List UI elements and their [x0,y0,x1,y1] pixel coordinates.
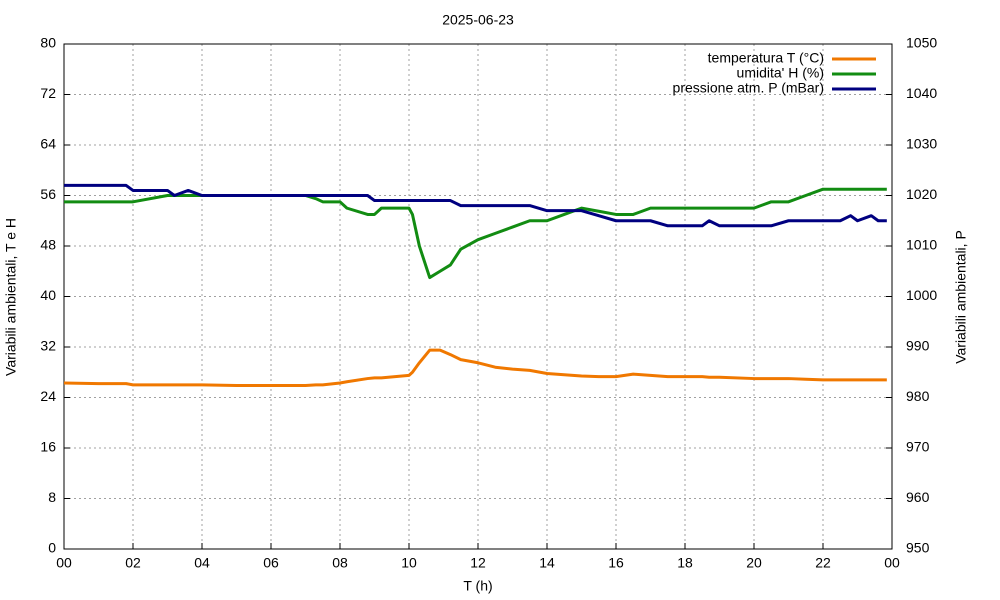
plot-frame [63,43,893,550]
y-tick-label: 32 [40,338,56,354]
y2-tick-label: 1020 [906,186,937,202]
y2-tick-label: 960 [906,489,930,505]
y-tick-label: 64 [40,136,56,152]
legend-label: pressione atm. P (mBar) [673,80,824,96]
x-tick-label: 20 [746,555,762,571]
x-tick-label: 16 [608,555,624,571]
y2-tick-label: 990 [906,338,930,354]
series-line [64,187,887,280]
y2-tick-label: 1030 [906,136,937,152]
y-tick-label: 48 [40,237,56,253]
x-tick-label: 00 [884,555,900,571]
x-tick-label: 06 [263,555,279,571]
y2-tick-label: 1050 [906,35,937,51]
y2-tick-label: 1010 [906,237,937,253]
x-tick-label: 12 [470,555,486,571]
series-line [63,348,887,388]
y2-tick-label: 1000 [906,287,937,303]
legend-label: umidita' H (%) [737,65,824,81]
y-tick-label: 40 [40,287,56,303]
x-tick-label: 02 [125,555,141,571]
y-tick-label: 72 [40,85,56,101]
legend-label: temperatura T (°C) [708,50,824,66]
y-tick-label: 80 [40,35,56,51]
y-tick-label: 24 [40,388,56,404]
x-tick-label: 10 [401,555,417,571]
x-tick-label: 18 [677,555,693,571]
y-tick-label: 0 [48,540,56,556]
y-tick-label: 8 [48,489,56,505]
y2-tick-label: 1040 [906,85,937,101]
x-axis-label: T (h) [463,578,492,594]
x-tick-label: 14 [539,555,555,571]
y2-tick-label: 950 [906,540,930,556]
x-tick-label: 00 [56,555,72,571]
y2-tick-label: 980 [906,388,930,404]
y-axis-label: Variabili ambientali, T e H [3,218,19,376]
y-tick-label: 56 [40,186,56,202]
chart-title: 2025-06-23 [442,12,514,28]
series-line [64,183,887,228]
y2-tick-label: 970 [906,439,930,455]
y-tick-label: 16 [40,439,56,455]
y2-axis-label: Variabili ambientali, P [953,230,969,364]
x-tick-label: 04 [194,555,210,571]
x-tick-label: 22 [815,555,831,571]
x-tick-label: 08 [332,555,348,571]
